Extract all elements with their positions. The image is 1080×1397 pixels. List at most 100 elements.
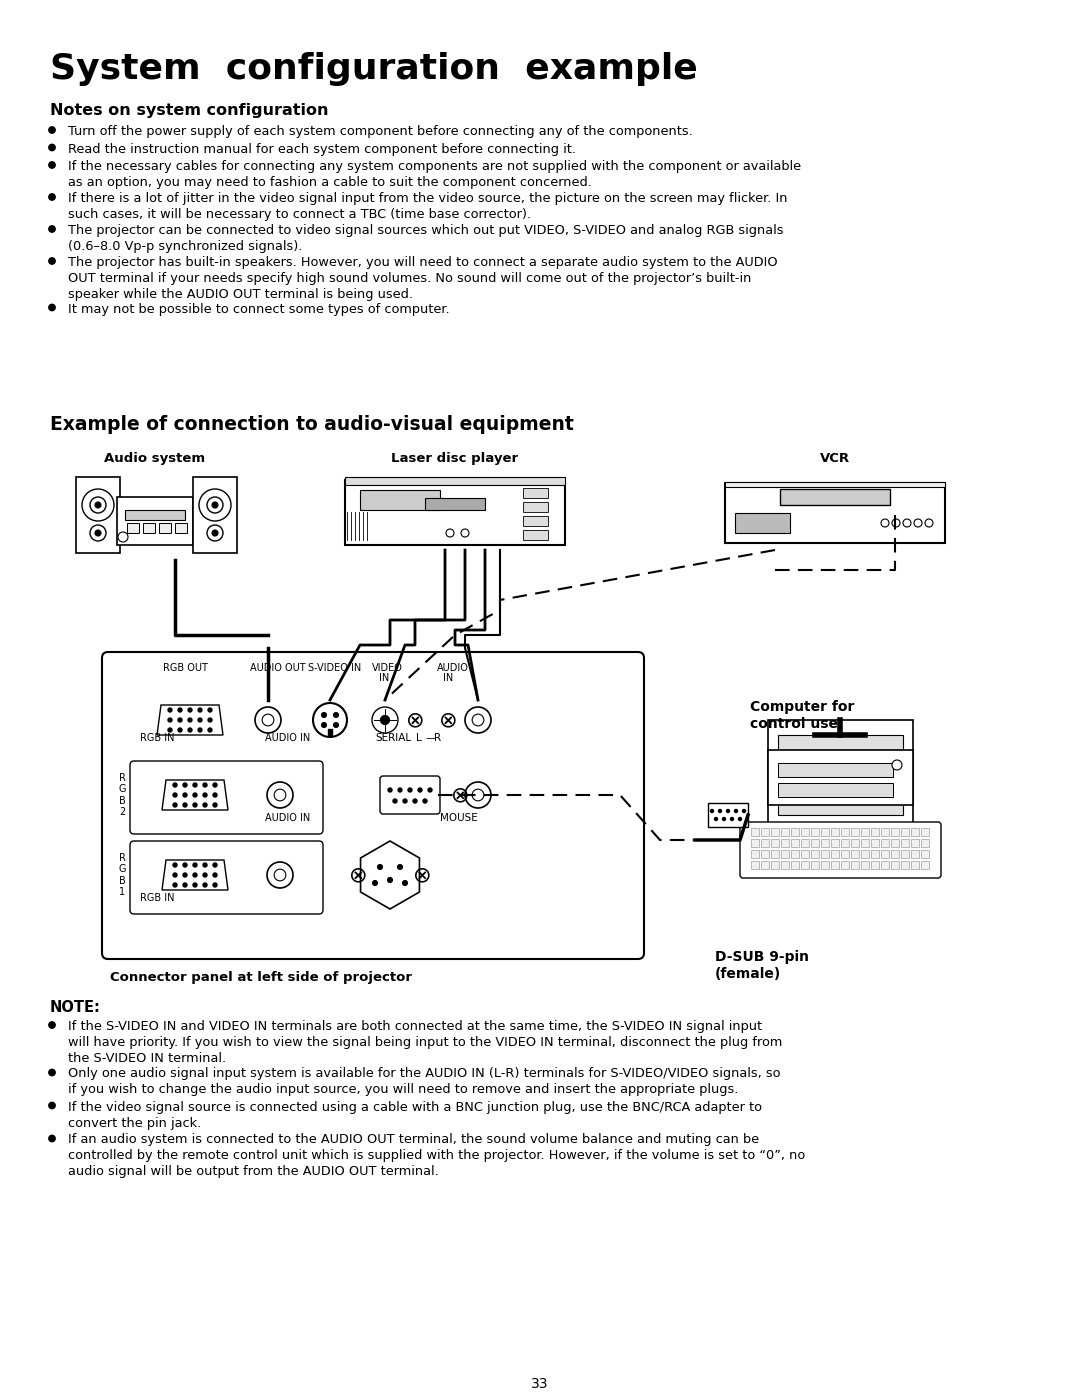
Text: It may not be possible to connect some types of computer.: It may not be possible to connect some t… bbox=[68, 303, 449, 316]
Bar bbox=[831, 861, 839, 869]
FancyBboxPatch shape bbox=[740, 821, 941, 877]
Bar bbox=[870, 849, 879, 858]
Circle shape bbox=[49, 144, 55, 151]
Polygon shape bbox=[162, 861, 228, 890]
Circle shape bbox=[373, 880, 378, 886]
Bar bbox=[523, 515, 548, 527]
Circle shape bbox=[49, 305, 55, 310]
Bar bbox=[891, 849, 899, 858]
Circle shape bbox=[208, 718, 212, 722]
Circle shape bbox=[465, 707, 491, 733]
Circle shape bbox=[428, 788, 432, 792]
Circle shape bbox=[90, 497, 106, 513]
Bar bbox=[771, 828, 779, 835]
Text: RGB IN: RGB IN bbox=[140, 733, 175, 743]
Bar bbox=[831, 849, 839, 858]
Bar bbox=[912, 828, 919, 835]
Text: System  configuration  example: System configuration example bbox=[50, 52, 698, 87]
Text: ⊗: ⊗ bbox=[413, 865, 431, 886]
Circle shape bbox=[378, 865, 382, 869]
Circle shape bbox=[723, 817, 726, 820]
Circle shape bbox=[472, 789, 484, 800]
Bar bbox=[125, 510, 185, 520]
Bar bbox=[831, 828, 839, 835]
Text: L: L bbox=[416, 733, 422, 743]
Circle shape bbox=[168, 708, 172, 712]
Circle shape bbox=[715, 817, 717, 820]
Bar bbox=[891, 840, 899, 847]
Circle shape bbox=[334, 712, 338, 718]
Circle shape bbox=[734, 809, 738, 813]
Bar bbox=[821, 828, 829, 835]
Circle shape bbox=[49, 1136, 55, 1141]
Text: Audio system: Audio system bbox=[105, 453, 205, 465]
Bar bbox=[891, 828, 899, 835]
FancyBboxPatch shape bbox=[130, 841, 323, 914]
Bar bbox=[781, 828, 789, 835]
Text: Notes on system configuration: Notes on system configuration bbox=[50, 103, 328, 117]
Circle shape bbox=[203, 873, 207, 877]
Text: S-VIDEO IN: S-VIDEO IN bbox=[308, 664, 361, 673]
Text: ⊗: ⊗ bbox=[406, 710, 424, 731]
Circle shape bbox=[173, 863, 177, 868]
Circle shape bbox=[183, 883, 187, 887]
Text: Only one audio signal input system is available for the AUDIO IN (L-R) terminals: Only one audio signal input system is av… bbox=[68, 1067, 781, 1097]
Circle shape bbox=[403, 880, 407, 886]
Text: If the necessary cables for connecting any system components are not supplied wi: If the necessary cables for connecting a… bbox=[68, 161, 801, 189]
Bar bbox=[76, 476, 120, 553]
Text: If an audio system is connected to the AUDIO OUT terminal, the sound volume bala: If an audio system is connected to the A… bbox=[68, 1133, 806, 1179]
Text: VIDEO: VIDEO bbox=[372, 664, 403, 673]
Bar bbox=[821, 861, 829, 869]
Bar bbox=[778, 735, 903, 814]
Circle shape bbox=[90, 525, 106, 541]
Circle shape bbox=[49, 1021, 55, 1028]
Bar bbox=[921, 840, 929, 847]
Circle shape bbox=[188, 728, 192, 732]
Circle shape bbox=[193, 803, 197, 807]
Bar bbox=[921, 849, 929, 858]
FancyBboxPatch shape bbox=[380, 775, 440, 814]
Circle shape bbox=[183, 873, 187, 877]
Text: R
G
B
1: R G B 1 bbox=[118, 852, 125, 897]
Bar bbox=[801, 840, 809, 847]
Text: Computer for
control use: Computer for control use bbox=[750, 700, 854, 731]
Circle shape bbox=[334, 722, 338, 728]
Bar bbox=[921, 861, 929, 869]
Bar bbox=[781, 861, 789, 869]
Text: Example of connection to audio-visual equipment: Example of connection to audio-visual eq… bbox=[50, 415, 573, 434]
Circle shape bbox=[403, 799, 407, 803]
Circle shape bbox=[212, 529, 218, 536]
Circle shape bbox=[881, 520, 889, 527]
Circle shape bbox=[208, 708, 212, 712]
Circle shape bbox=[213, 782, 217, 787]
Circle shape bbox=[212, 502, 218, 509]
Circle shape bbox=[193, 873, 197, 877]
Circle shape bbox=[173, 782, 177, 787]
Circle shape bbox=[274, 869, 286, 882]
Circle shape bbox=[267, 782, 293, 807]
Circle shape bbox=[183, 803, 187, 807]
Bar bbox=[771, 849, 779, 858]
Bar bbox=[175, 522, 187, 534]
Text: The projector has built-in speakers. However, you will need to connect a separat: The projector has built-in speakers. How… bbox=[68, 256, 778, 300]
Bar bbox=[811, 849, 819, 858]
Bar bbox=[841, 828, 849, 835]
Bar bbox=[791, 849, 799, 858]
Polygon shape bbox=[157, 705, 222, 735]
Circle shape bbox=[739, 817, 742, 820]
Text: RGB IN: RGB IN bbox=[140, 893, 175, 902]
Circle shape bbox=[423, 799, 427, 803]
Bar bbox=[768, 750, 913, 805]
Circle shape bbox=[183, 863, 187, 868]
Circle shape bbox=[173, 803, 177, 807]
Circle shape bbox=[461, 529, 469, 536]
Text: AUDIO OUT: AUDIO OUT bbox=[249, 664, 306, 673]
Circle shape bbox=[49, 194, 55, 200]
Bar bbox=[851, 828, 859, 835]
Circle shape bbox=[393, 799, 397, 803]
Bar bbox=[725, 482, 945, 488]
Bar bbox=[735, 513, 789, 534]
Bar bbox=[851, 849, 859, 858]
Bar bbox=[751, 840, 759, 847]
Bar bbox=[861, 861, 869, 869]
